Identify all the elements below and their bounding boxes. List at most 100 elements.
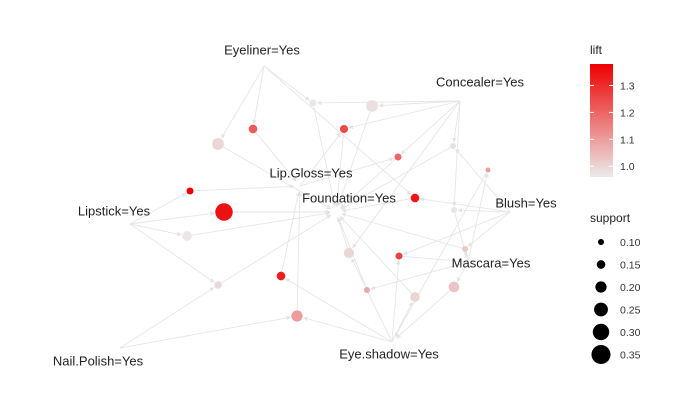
edge-lipstick-to-r17 — [129, 223, 215, 283]
lift-legend-title: lift — [590, 43, 603, 57]
lift-tick-label-2: 1.1 — [620, 134, 635, 146]
lift-tick-label-0: 1.3 — [620, 81, 635, 93]
edge-eyeliner-to-r10 — [263, 65, 412, 195]
labels-layer: Eyeliner=Yes Concealer=Yes Lip.Gloss=Yes Fo… — [53, 42, 557, 368]
rule-node-r10[interactable] — [410, 193, 420, 203]
support-legend-title: support — [590, 211, 631, 225]
item-label-nailpolish: Nail.Polish=Yes — [53, 353, 144, 368]
rule-node-r11[interactable] — [450, 206, 458, 214]
edge-r17-to-foundation — [220, 214, 332, 284]
edge-eyeshadow-to-r13 — [351, 258, 393, 343]
edge-r2-to-foundation — [337, 111, 371, 207]
item-label-mascara: Mascara=Yes — [452, 255, 531, 270]
rule-node-r20[interactable] — [448, 281, 460, 293]
support-legend: support 0.10 0.15 0.20 0.25 0.30 0.35 — [590, 211, 641, 365]
rule-node-r19[interactable] — [410, 292, 420, 302]
edge-r6-to-foundation — [340, 159, 396, 209]
edge-concealer-to-r4 — [348, 100, 461, 130]
item-label-eyeliner: Eyeliner=Yes — [224, 42, 300, 57]
support-key-dot-2 — [595, 281, 607, 293]
edge-eyeliner-to-r5 — [221, 65, 265, 139]
edge-mascara-to-r22 — [467, 172, 489, 263]
edge-r3-to-lipgloss — [255, 132, 297, 182]
item-label-concealer: Concealer=Yes — [436, 74, 525, 89]
edge-lipgloss-to-r6 — [299, 157, 395, 187]
lift-legend: lift 1.3 1.2 1.1 1.0 — [590, 43, 635, 177]
edge-concealer-to-r11 — [452, 100, 461, 207]
edge-r5-to-foundation — [222, 146, 332, 210]
support-key-label-0: 0.10 — [620, 237, 641, 249]
rule-node-r12[interactable] — [182, 231, 192, 241]
item-label-blush: Blush=Yes — [495, 195, 557, 210]
rule-node-r1[interactable] — [309, 99, 317, 107]
rule-node-r4[interactable] — [339, 124, 349, 134]
edge-mascara-to-r20 — [456, 261, 469, 282]
edge-r8-to-lipgloss — [193, 184, 295, 192]
edge-mascara-to-r18 — [370, 261, 469, 291]
rule-node-r17[interactable] — [214, 281, 222, 289]
edge-r4-to-foundation — [334, 132, 345, 207]
rule-node-r5[interactable] — [212, 138, 224, 150]
edge-eyeliner-to-r3 — [252, 65, 265, 125]
edge-r10-to-foundation — [341, 198, 411, 213]
rule-node-r6[interactable] — [394, 153, 402, 161]
edge-lipgloss-to-r4 — [299, 132, 342, 187]
edge-nailpolish-to-r17 — [119, 287, 215, 349]
edge-nailpolish-to-r21 — [119, 315, 291, 349]
lift-colorbar — [590, 64, 613, 177]
support-key-dot-3 — [594, 302, 608, 317]
edge-mascara-to-r15 — [464, 252, 470, 263]
edge-r20-to-eyeshadow — [396, 290, 451, 339]
item-label-lipgloss: Lip.Gloss=Yes — [270, 165, 353, 180]
support-key-dot-4 — [592, 323, 610, 341]
edge-r12-to-foundation — [191, 211, 331, 236]
support-key-label-1: 0.15 — [620, 260, 641, 272]
edge-eyeshadow-to-r14 — [391, 260, 401, 343]
rule-node-r21[interactable] — [291, 310, 303, 322]
support-key-dot-5 — [591, 344, 611, 365]
rule-node-r3[interactable] — [248, 124, 258, 134]
edge-eyeliner-to-r1 — [263, 65, 310, 101]
edge-r14-to-mascara — [402, 255, 463, 264]
rule-node-r14[interactable] — [395, 252, 403, 260]
rule-node-r8[interactable] — [186, 187, 194, 195]
rule-node-r15[interactable] — [461, 245, 469, 253]
edges-layer — [119, 65, 511, 349]
edge-blush-to-r10 — [419, 197, 511, 213]
rule-node-r13[interactable] — [343, 247, 355, 259]
edge-concealer-to-r7 — [452, 100, 461, 143]
edge-blush-to-r15 — [467, 211, 511, 247]
edge-blush-to-r11 — [457, 208, 511, 213]
edge-lipstick-to-r9 — [129, 211, 215, 225]
rules-layer — [182, 99, 491, 322]
rule-node-r9[interactable] — [215, 203, 233, 221]
edge-concealer-to-r6 — [401, 100, 461, 155]
edge-concealer-to-r2 — [378, 100, 461, 108]
edge-r7-to-foundation — [340, 147, 451, 210]
lift-tick-label-3: 1.0 — [620, 161, 635, 173]
edge-eyeshadow-to-r21 — [302, 316, 393, 343]
rule-node-r2[interactable] — [366, 100, 378, 112]
support-key-label-3: 0.25 — [620, 305, 641, 317]
rule-node-r18[interactable] — [363, 286, 371, 294]
edge-lipstick-to-r12 — [129, 223, 182, 237]
rule-node-r22[interactable] — [485, 167, 491, 173]
edge-r19-to-foundation — [339, 216, 413, 294]
rule-node-r7[interactable] — [449, 142, 457, 150]
rule-node-r16[interactable] — [276, 271, 286, 281]
support-key-label-4: 0.30 — [620, 327, 641, 339]
edge-concealer-to-r13 — [352, 100, 461, 249]
edge-blush-to-r7 — [455, 148, 511, 213]
support-key-label-2: 0.20 — [620, 282, 641, 294]
edge-r16-to-lipgloss — [281, 191, 301, 272]
edge-r22-to-eyeshadow — [394, 171, 488, 338]
edge-eyeshadow-to-r16 — [285, 278, 393, 343]
support-key-label-5: 0.35 — [620, 350, 641, 362]
edge-r13-to-foundation — [336, 217, 348, 249]
lift-tick-label-1: 1.2 — [620, 107, 635, 119]
item-label-lipstick: Lipstick=Yes — [78, 203, 151, 218]
edge-r15-to-foundation — [341, 212, 463, 249]
edge-r21-to-lipgloss — [296, 191, 303, 311]
